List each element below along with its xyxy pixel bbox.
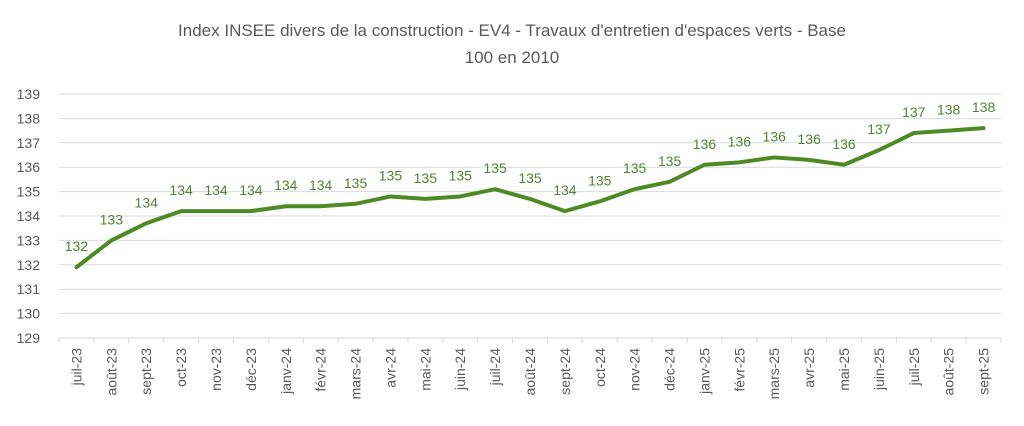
data-label: 136 [832,136,856,152]
y-tick-label: 138 [17,110,41,126]
x-tick-label: sept-25 [976,348,992,395]
x-tick-label: juil-24 [487,348,503,387]
x-tick-label: oct-24 [592,348,608,387]
data-label: 133 [100,211,124,227]
x-tick-label: mars-24 [348,348,364,400]
x-tick-label: avr-24 [382,348,398,388]
x-tick-label: déc-23 [243,348,259,391]
data-label: 137 [867,121,891,137]
x-tick-label: juin-24 [452,348,468,391]
data-label: 135 [344,175,368,191]
y-tick-label: 134 [17,208,41,224]
data-label: 136 [763,128,787,144]
y-tick-label: 130 [17,306,41,322]
x-tick-label: nov-23 [208,348,224,391]
data-label: 134 [169,182,193,198]
y-tick-label: 131 [17,281,41,297]
y-tick-label: 135 [17,184,41,200]
x-tick-label: juil-23 [68,348,84,387]
x-tick-label: août-24 [522,348,538,396]
x-tick-label: janv-25 [696,348,712,395]
y-tick-label: 137 [17,135,41,151]
data-label: 135 [588,172,612,188]
data-label: 135 [449,167,473,183]
y-tick-label: 133 [17,232,41,248]
x-tick-label: nov-24 [627,348,643,391]
x-tick-label: sept-23 [138,348,154,395]
x-tick-label: mai-24 [417,348,433,391]
x-tick-label: févr-25 [731,348,747,392]
data-label: 135 [658,153,682,169]
x-tick-label: sept-24 [557,348,573,395]
data-label: 135 [414,170,438,186]
chart-title-line-1: Index INSEE divers de la construction - … [178,21,846,40]
chart-title-line-2: 100 en 2010 [465,48,560,67]
x-tick-label: févr-24 [313,348,329,392]
data-label: 134 [239,182,263,198]
data-label: 132 [65,238,89,254]
data-label: 134 [204,182,228,198]
x-tick-label: oct-23 [173,348,189,387]
data-label: 134 [135,194,159,210]
y-tick-label: 129 [17,330,41,346]
data-label: 134 [274,177,298,193]
y-tick-label: 132 [17,257,41,273]
data-label: 135 [518,170,542,186]
y-tick-label: 139 [17,86,41,102]
data-label: 134 [309,177,333,193]
data-label: 138 [937,102,961,118]
data-label: 136 [728,133,752,149]
data-label: 137 [902,104,926,120]
data-label: 135 [483,160,507,176]
x-tick-label: avr-25 [801,348,817,388]
data-label: 135 [379,167,403,183]
data-label: 135 [623,160,647,176]
x-tick-label: juin-25 [871,348,887,391]
x-tick-label: juil-25 [906,348,922,387]
x-tick-label: mai-25 [836,348,852,391]
x-tick-label: janv-24 [278,348,294,395]
x-tick-label: déc-24 [662,348,678,391]
data-label: 134 [553,182,577,198]
y-tick-label: 136 [17,159,41,175]
data-label: 136 [797,131,821,147]
x-tick-label: mars-25 [766,348,782,400]
data-label: 138 [972,99,996,115]
x-tick-label: août-25 [941,348,957,396]
data-label: 136 [693,136,717,152]
x-tick-label: août-23 [103,348,119,396]
